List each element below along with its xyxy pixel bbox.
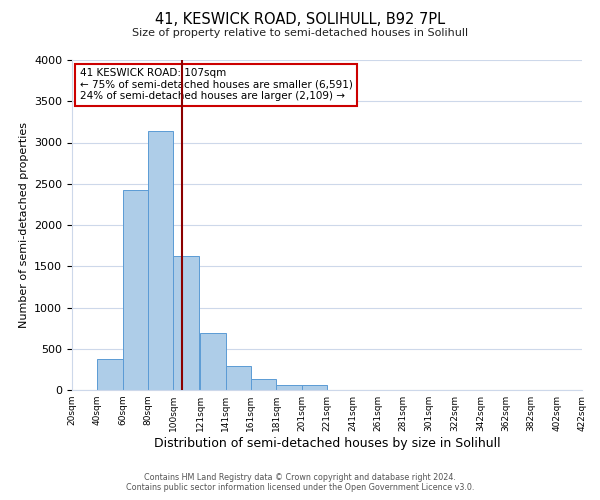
Text: Size of property relative to semi-detached houses in Solihull: Size of property relative to semi-detach… [132,28,468,38]
Bar [123,190,148,390]
Bar [148,131,173,390]
Text: 41 KESWICK ROAD: 107sqm
← 75% of semi-detached houses are smaller (6,591)
24% of: 41 KESWICK ROAD: 107sqm ← 75% of semi-de… [80,68,353,102]
Bar [173,256,199,390]
Bar [200,333,226,390]
Y-axis label: Number of semi-detached properties: Number of semi-detached properties [19,122,29,328]
Bar [97,359,123,390]
Bar [302,386,327,390]
Text: Contains HM Land Registry data © Crown copyright and database right 2024.
Contai: Contains HM Land Registry data © Crown c… [126,473,474,492]
X-axis label: Distribution of semi-detached houses by size in Solihull: Distribution of semi-detached houses by … [154,437,500,450]
Bar [276,385,302,390]
Text: 41, KESWICK ROAD, SOLIHULL, B92 7PL: 41, KESWICK ROAD, SOLIHULL, B92 7PL [155,12,445,28]
Bar [251,380,276,390]
Bar [226,366,251,390]
